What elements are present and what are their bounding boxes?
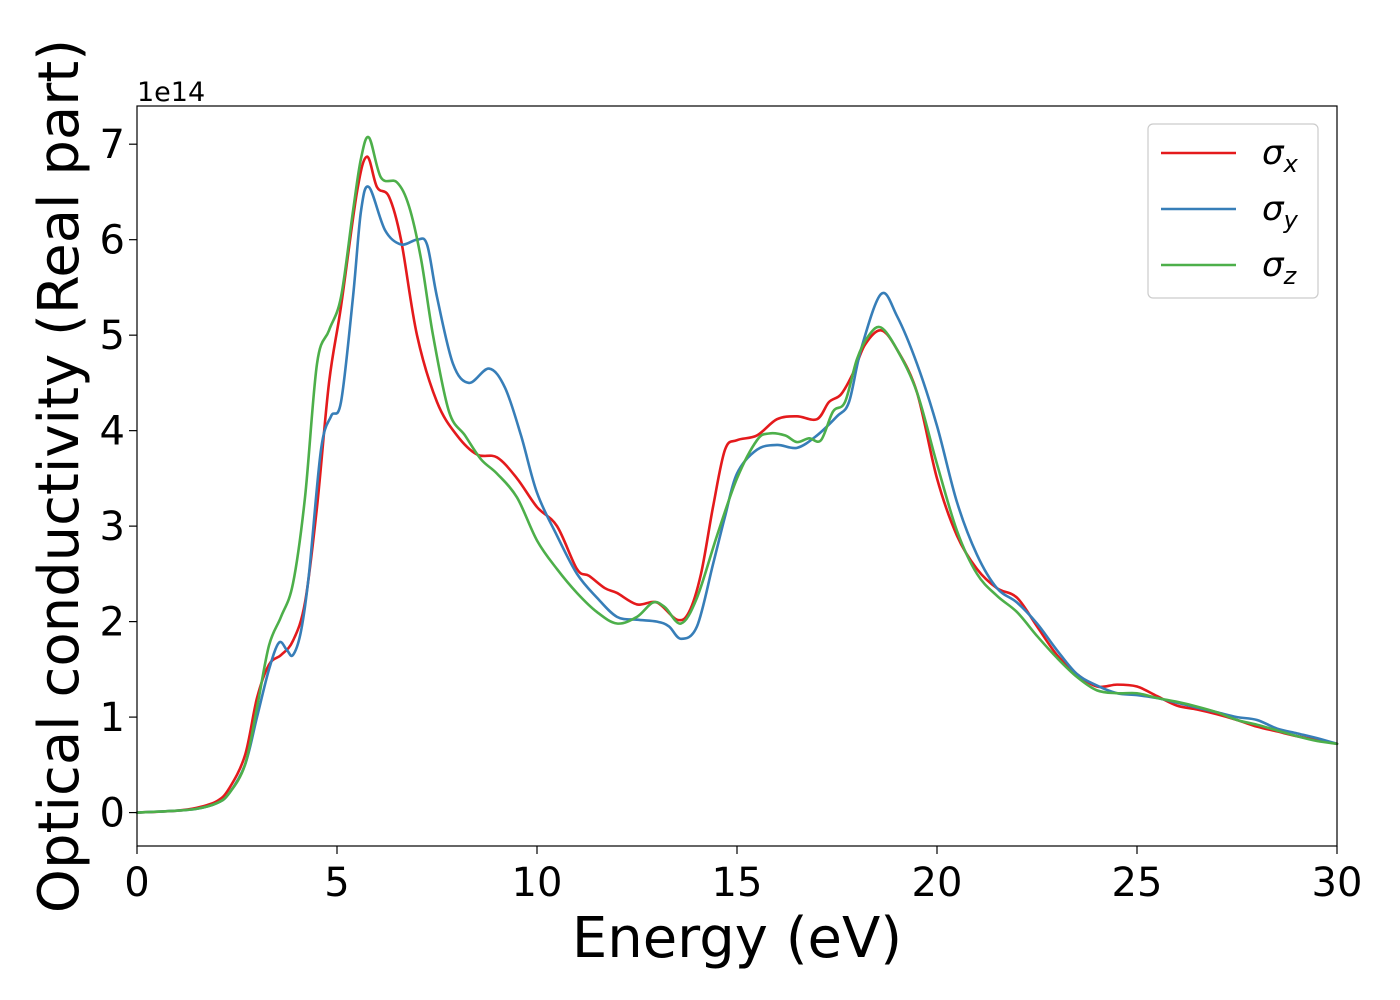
y-tick-label: 5: [100, 313, 125, 359]
y-tick-label: 4: [100, 409, 125, 455]
legend-subscript: x: [1283, 150, 1299, 178]
y-tick-label: 1: [100, 695, 125, 741]
x-tick-label: 25: [1112, 860, 1163, 906]
x-tick-label: 5: [324, 860, 349, 906]
y-tick-label: 3: [100, 504, 125, 550]
y-offset-label: 1e14: [137, 77, 205, 108]
x-tick-label: 15: [712, 860, 763, 906]
legend-symbol: σ: [1262, 189, 1285, 229]
x-axis: 0 5 10 15 20 25 30: [124, 846, 1362, 906]
legend-subscript: z: [1283, 262, 1298, 290]
y-tick-label: 7: [100, 122, 125, 168]
x-tick-label: 10: [512, 860, 563, 906]
x-tick-label: 0: [124, 860, 149, 906]
legend-label-y: σy: [1262, 189, 1299, 234]
legend-subscript: y: [1283, 206, 1299, 234]
y-axis: 0 1 2 3 4 5 6 7: [100, 122, 137, 837]
series-line-z: [135, 135, 1339, 814]
series-layer: [135, 135, 1339, 814]
x-tick-label: 30: [1312, 860, 1363, 906]
legend-symbol: σ: [1262, 133, 1285, 173]
series-line-y: [135, 185, 1339, 814]
y-tick-label: 2: [100, 600, 125, 646]
legend-symbol: σ: [1262, 245, 1285, 285]
legend-box: [1147, 123, 1319, 299]
y-tick-label: 6: [100, 218, 125, 264]
y-axis-title: Optical conductivity (Real part): [27, 39, 92, 913]
legend-label-x: σx: [1262, 133, 1299, 178]
legend-label-z: σz: [1262, 245, 1298, 290]
x-tick-label: 20: [912, 860, 963, 906]
x-axis-title: Energy (eV): [572, 906, 902, 971]
y-tick-label: 0: [100, 791, 125, 837]
